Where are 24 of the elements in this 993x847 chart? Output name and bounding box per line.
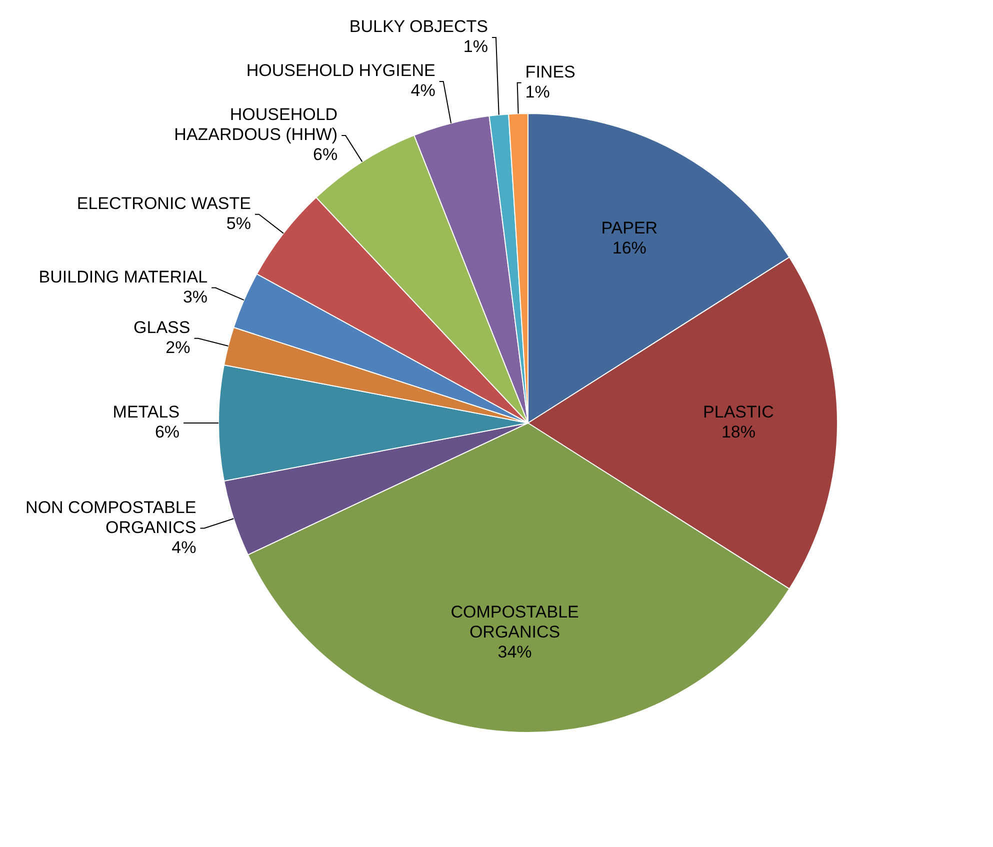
slice-label: METALS xyxy=(112,402,180,422)
slice-label: BULKY OBJECTS xyxy=(349,17,488,36)
data-label: 5% xyxy=(226,214,251,234)
slice-label: GLASS xyxy=(134,318,190,338)
data-label: 2% xyxy=(166,338,190,358)
data-label: 3% xyxy=(182,287,208,306)
data-label: 1% xyxy=(525,82,550,102)
data-label: 18% xyxy=(721,422,756,442)
slice-label: BUILDING MATERIAL xyxy=(38,267,208,286)
slice-label: HOUSEHOLD HAZARDOUS (HHW) xyxy=(174,105,338,144)
data-label: 1% xyxy=(463,37,488,56)
slice-label: FINES xyxy=(525,62,576,82)
data-label: 4% xyxy=(410,81,436,100)
data-label: 6% xyxy=(154,422,180,442)
slice-label: NON COMPOSTABLE ORGANICS xyxy=(26,498,196,537)
data-label: 34% xyxy=(498,642,532,662)
slice-label: ELECTRONIC WASTE xyxy=(76,194,251,214)
data-label: 16% xyxy=(612,238,646,258)
slice-label: PAPER xyxy=(601,218,658,238)
slice-label: PLASTIC xyxy=(703,402,774,422)
slice-label: COMPOSTABLE ORGANICS xyxy=(450,602,579,642)
data-label: 6% xyxy=(313,145,338,164)
slice-label: HOUSEHOLD HYGIENE xyxy=(246,61,436,80)
data-label: 4% xyxy=(172,538,196,557)
